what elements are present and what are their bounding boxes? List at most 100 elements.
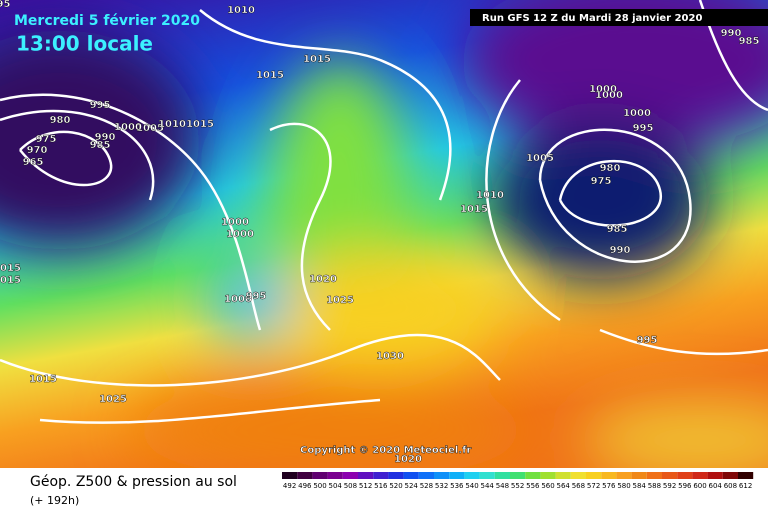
legend-label: 528 — [420, 482, 433, 490]
legend-label: 608 — [724, 482, 737, 490]
legend: 492 496 500 504 508 512 516 520 524 528 532 536 540 5… — [282, 472, 754, 490]
isobar-label: 980 — [600, 163, 621, 174]
legend-swatch — [722, 472, 738, 479]
run-box — [470, 9, 768, 26]
isobar-label: 1005 — [526, 153, 554, 164]
fields — [0, 0, 768, 480]
footer-lead: (+ 192h) — [30, 494, 79, 507]
legend-swatch — [616, 472, 632, 479]
legend-label: 504 — [329, 482, 343, 490]
isobar-label: 990 — [721, 28, 742, 39]
legend-label: 540 — [465, 482, 478, 490]
legend-swatch — [434, 472, 450, 479]
legend-swatch — [540, 472, 556, 479]
isobar-label: 1020 — [394, 454, 422, 465]
footer-title: Géop. Z500 & pression au sol — [30, 474, 237, 490]
legend-label: 492 — [283, 482, 296, 490]
legend-label: 580 — [617, 482, 630, 490]
time: 13:00 locale — [16, 32, 153, 56]
isobar-label: 965 — [23, 157, 44, 168]
isobar-label: 1025 — [99, 394, 127, 405]
isobar-label: 985 — [607, 224, 628, 235]
legend-swatch — [646, 472, 662, 479]
isobar-labels: 9951010101510159959809759709659909851005… — [0, 0, 760, 465]
legend-label: 612 — [739, 482, 752, 490]
legend-label: 532 — [435, 482, 448, 490]
isobar-label: 1020 — [309, 274, 337, 285]
isobar-label: 1000 — [595, 90, 623, 101]
legend-swatch — [358, 472, 374, 479]
legend-swatch — [555, 472, 571, 479]
legend-swatch — [601, 472, 617, 479]
isobar-label: 990 — [95, 132, 116, 143]
isobar-label: 1005 — [136, 123, 164, 134]
legend-swatch — [464, 472, 480, 479]
isobar-label: 1000 — [226, 229, 254, 240]
isobar-label: 970 — [27, 145, 48, 156]
date: Mercredi 5 février 2020 — [14, 13, 200, 29]
isobar-label: 1015 — [303, 54, 331, 65]
legend-label: 512 — [359, 482, 372, 490]
run-info: Run GFS 12 Z du Mardi 28 janvier 2020 — [482, 13, 702, 24]
legend-label: 588 — [648, 482, 661, 490]
legend-swatch — [707, 472, 723, 479]
isobar-label: 1010 — [227, 5, 255, 16]
legend-swatch — [662, 472, 678, 479]
legend-label: 596 — [678, 482, 692, 490]
isobar-label: 995 — [0, 0, 10, 10]
legend-label: 548 — [496, 482, 509, 490]
legend-label: 572 — [587, 482, 600, 490]
isobar-label: 1010 — [158, 119, 186, 130]
isobar-label: 1015 — [186, 119, 214, 130]
legend-swatch — [342, 472, 358, 479]
legend-swatch — [570, 472, 586, 479]
legend-swatch — [479, 472, 495, 479]
legend-swatch — [738, 472, 754, 479]
legend-swatch — [388, 472, 404, 479]
isobar-label: 1025 — [326, 295, 354, 306]
legend-label: 508 — [344, 482, 357, 490]
legend-label: 560 — [541, 482, 554, 490]
legend-swatch — [677, 472, 693, 479]
isobar-label: 1000 — [114, 122, 142, 133]
legend-label: 536 — [450, 482, 464, 490]
legend-swatch — [312, 472, 328, 479]
legend-swatch — [282, 472, 298, 479]
copyright: Copyright © 2020 Meteociel.fr — [300, 445, 471, 456]
legend-label: 524 — [405, 482, 419, 490]
legend-swatch — [403, 472, 419, 479]
isobar-label: 975 — [36, 134, 57, 145]
isobar-label: 1010 — [476, 190, 504, 201]
legend-swatch — [449, 472, 465, 479]
isobar-label: 985 — [739, 36, 760, 47]
legend-label: 576 — [602, 482, 616, 490]
isobar-label: 1015 — [256, 70, 284, 81]
legend-label: 600 — [693, 482, 706, 490]
isobar-label: 995 — [633, 123, 654, 134]
isobar-label: 995 — [637, 335, 658, 346]
isobar-label: 1015 — [460, 204, 488, 215]
isobars — [0, 0, 768, 423]
legend-label: 584 — [633, 482, 647, 490]
legend-swatch — [525, 472, 541, 479]
isobar-label: 985 — [90, 140, 111, 151]
legend-swatch — [297, 472, 313, 479]
legend-label: 496 — [298, 482, 312, 490]
isobar-label: 980 — [50, 115, 71, 126]
isobar-label: 1000 — [589, 84, 617, 95]
isobar-label: 1000 — [623, 108, 651, 119]
legend-label: 500 — [313, 482, 326, 490]
legend-label: 520 — [389, 482, 402, 490]
isobar-label: 995 — [246, 291, 267, 302]
legend-label: 564 — [557, 482, 571, 490]
isobar-label: 975 — [591, 176, 612, 187]
isobar-label: 1000 — [224, 294, 252, 305]
legend-swatch — [692, 472, 708, 479]
isobar-label: 1015 — [29, 374, 57, 385]
legend-label: 568 — [572, 482, 585, 490]
legend-label: 592 — [663, 482, 676, 490]
legend-swatch — [494, 472, 510, 479]
isobar-label: 1015 — [0, 263, 21, 274]
